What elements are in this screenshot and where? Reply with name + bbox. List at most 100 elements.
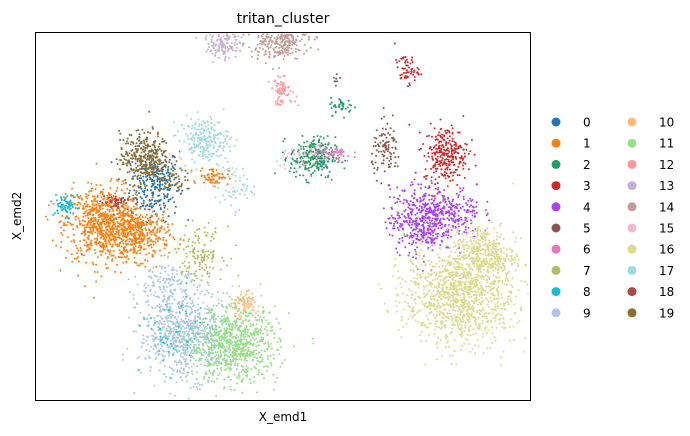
data-point bbox=[228, 345, 231, 348]
data-point bbox=[407, 206, 410, 209]
data-point bbox=[163, 355, 166, 358]
data-point bbox=[126, 187, 129, 190]
data-point bbox=[209, 251, 212, 254]
data-point bbox=[186, 294, 189, 297]
data-point bbox=[184, 339, 187, 342]
data-point bbox=[387, 144, 390, 146]
data-point bbox=[194, 315, 197, 318]
data-point bbox=[278, 95, 281, 98]
data-point bbox=[406, 71, 408, 74]
data-point bbox=[184, 273, 187, 276]
data-point bbox=[159, 308, 162, 311]
data-point bbox=[389, 165, 391, 168]
data-point bbox=[238, 326, 241, 329]
data-point bbox=[87, 217, 90, 220]
data-point bbox=[234, 312, 237, 315]
data-point bbox=[121, 358, 124, 361]
data-point bbox=[102, 229, 105, 232]
data-point bbox=[216, 351, 219, 353]
data-point bbox=[416, 224, 419, 227]
data-point bbox=[167, 256, 169, 259]
data-point bbox=[451, 153, 454, 156]
data-point bbox=[148, 204, 151, 207]
data-point bbox=[444, 168, 447, 171]
data-point bbox=[433, 229, 436, 232]
data-point bbox=[138, 224, 141, 227]
data-point bbox=[332, 105, 335, 108]
data-point bbox=[85, 244, 88, 247]
data-point bbox=[240, 335, 242, 338]
data-point bbox=[291, 158, 294, 161]
data-point bbox=[401, 73, 404, 76]
data-point bbox=[182, 248, 185, 251]
data-point bbox=[186, 315, 189, 318]
data-point bbox=[162, 341, 165, 344]
data-point bbox=[279, 103, 282, 106]
data-point bbox=[473, 153, 476, 156]
data-point bbox=[98, 223, 101, 226]
data-point bbox=[246, 297, 249, 300]
data-point bbox=[229, 360, 232, 363]
data-point bbox=[225, 327, 228, 330]
data-point bbox=[228, 351, 231, 353]
data-point bbox=[398, 214, 401, 217]
data-point bbox=[167, 166, 170, 168]
data-point bbox=[342, 105, 345, 108]
data-point bbox=[184, 359, 187, 362]
data-point bbox=[161, 345, 163, 348]
data-point bbox=[212, 356, 215, 359]
data-point bbox=[424, 202, 427, 205]
data-point bbox=[170, 342, 172, 345]
data-point bbox=[148, 176, 151, 179]
data-point bbox=[184, 353, 187, 356]
data-point bbox=[271, 325, 274, 328]
data-point bbox=[133, 171, 136, 174]
data-point bbox=[151, 178, 154, 181]
data-point bbox=[212, 316, 215, 319]
data-point bbox=[177, 349, 180, 352]
data-point bbox=[156, 237, 159, 240]
data-point bbox=[55, 193, 57, 196]
data-point bbox=[462, 157, 465, 160]
data-point bbox=[75, 244, 78, 247]
data-point bbox=[274, 381, 277, 384]
data-point bbox=[175, 318, 178, 321]
data-point bbox=[128, 240, 131, 243]
data-point bbox=[178, 326, 181, 329]
data-point bbox=[467, 152, 470, 155]
data-point bbox=[387, 150, 389, 153]
data-point bbox=[185, 256, 188, 258]
data-point bbox=[233, 373, 236, 376]
data-point bbox=[66, 216, 69, 219]
data-point bbox=[428, 198, 431, 201]
data-point bbox=[134, 217, 137, 220]
data-point bbox=[394, 202, 397, 205]
data-point bbox=[311, 155, 314, 158]
data-point bbox=[188, 330, 190, 333]
data-point bbox=[391, 216, 394, 219]
data-point bbox=[193, 181, 196, 184]
data-point bbox=[192, 284, 195, 287]
data-point bbox=[464, 162, 467, 165]
data-point bbox=[418, 148, 421, 151]
data-point bbox=[178, 301, 181, 303]
data-point bbox=[240, 291, 243, 294]
data-point bbox=[170, 289, 172, 292]
data-point bbox=[152, 192, 155, 195]
data-point bbox=[164, 231, 167, 234]
data-point bbox=[135, 222, 138, 225]
data-point bbox=[123, 221, 126, 223]
data-point bbox=[210, 356, 213, 359]
data-point bbox=[156, 227, 159, 230]
data-point bbox=[192, 248, 195, 251]
data-point bbox=[197, 237, 200, 240]
data-point bbox=[215, 360, 218, 363]
data-point bbox=[94, 188, 97, 191]
data-point bbox=[467, 199, 470, 202]
data-point bbox=[219, 336, 221, 339]
data-point bbox=[424, 192, 427, 195]
data-point bbox=[210, 308, 213, 311]
data-point bbox=[180, 335, 183, 337]
data-point bbox=[183, 260, 186, 263]
data-point bbox=[424, 216, 427, 219]
